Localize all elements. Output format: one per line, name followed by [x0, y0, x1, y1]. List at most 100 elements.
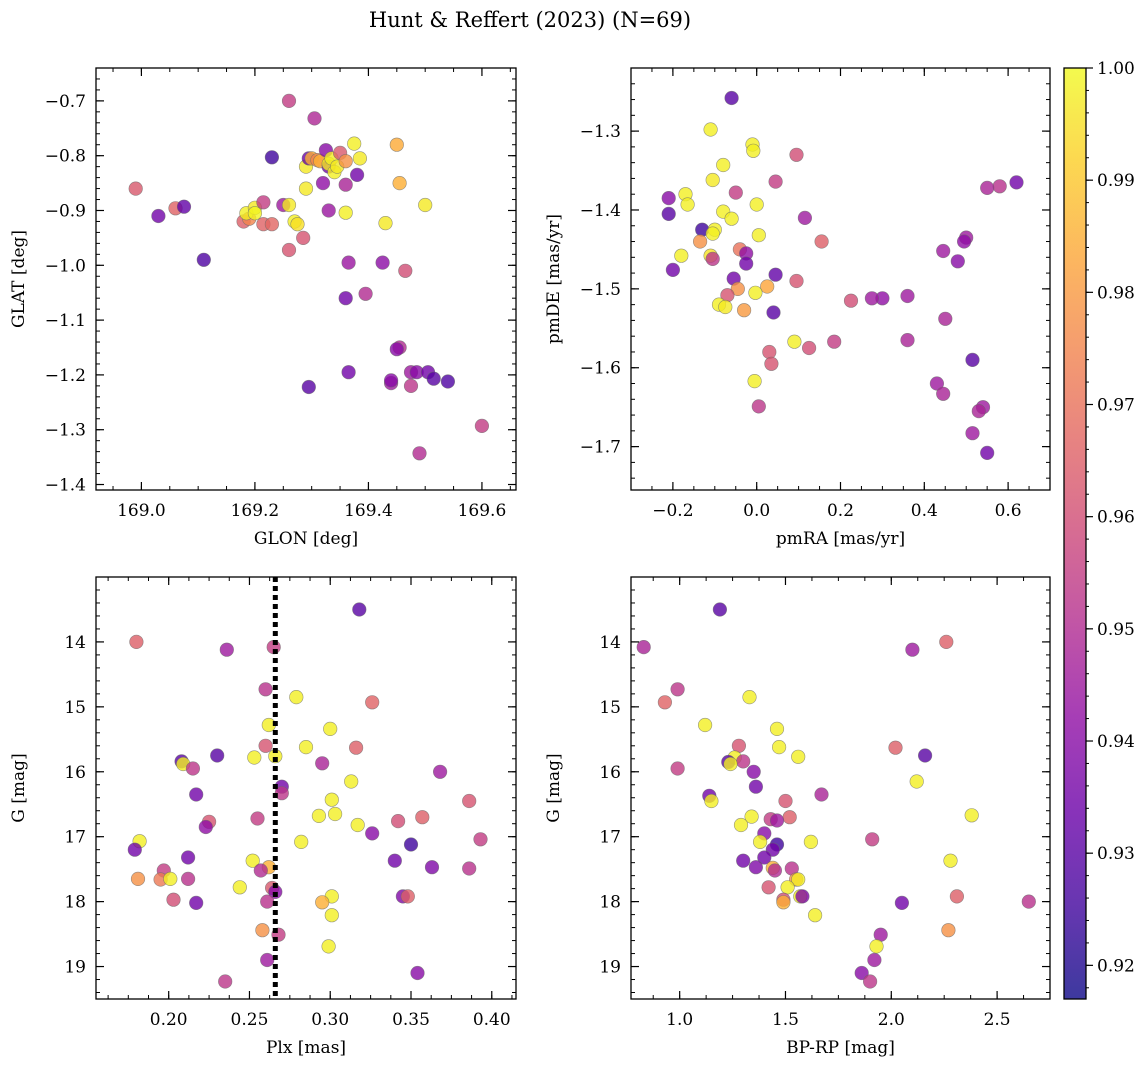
data-point: [245, 853, 260, 868]
data-point: [791, 749, 806, 764]
data-point: [807, 908, 823, 923]
data-point: [723, 756, 738, 772]
data-point: [338, 177, 353, 192]
data-point: [289, 689, 304, 705]
data-point: [787, 334, 802, 349]
y-tick-label: 15: [64, 698, 86, 718]
data-point: [321, 203, 336, 218]
data-point: [378, 216, 393, 231]
data-point: [440, 374, 456, 389]
data-point: [716, 157, 731, 173]
data-point: [328, 806, 343, 822]
data-point: [344, 774, 359, 789]
data-point: [965, 426, 980, 441]
data-point: [389, 342, 404, 357]
data-point: [736, 853, 751, 868]
y-tick-label: 19: [599, 958, 621, 978]
data-point: [181, 850, 196, 865]
data-point: [768, 267, 783, 282]
y-tick-label: −1.6: [580, 359, 621, 379]
scatter-points: [128, 93, 490, 461]
panel-plx-g: 0.20 0.25 0.30 0.35 0.40 14 15 16 17 18 19 Plx [mas…: [9, 576, 517, 1058]
data-point: [219, 642, 234, 657]
y-tick-label: 19: [64, 958, 86, 978]
scatter-points: [661, 90, 1024, 461]
data-point: [352, 151, 368, 166]
y-tick-label: 15: [599, 698, 621, 718]
data-point: [705, 172, 720, 188]
x-tick-label: 0.35: [392, 1010, 430, 1030]
y-tick-label: 16: [64, 763, 86, 783]
data-point: [462, 793, 477, 809]
data-point: [176, 199, 192, 214]
data-point: [189, 895, 204, 911]
data-point: [814, 787, 829, 802]
data-point: [712, 602, 728, 617]
data-point: [166, 892, 181, 907]
data-point: [964, 808, 979, 823]
data-point: [869, 939, 884, 954]
data-point: [253, 863, 268, 878]
data-point: [198, 819, 213, 835]
data-point: [365, 826, 380, 841]
data-point: [307, 111, 322, 126]
data-point: [258, 738, 273, 753]
data-point: [324, 792, 339, 807]
data-point: [776, 895, 791, 910]
x-tick-label: 0.20: [150, 1010, 188, 1030]
data-point: [264, 217, 280, 232]
data-point: [358, 286, 373, 301]
data-point: [350, 817, 365, 833]
data-point: [247, 750, 262, 765]
data-point: [674, 248, 689, 263]
data-point: [189, 787, 204, 802]
data-point: [736, 303, 752, 318]
y-axis-label: G [mag]: [544, 753, 564, 822]
data-point: [657, 695, 673, 710]
colorbar-tick-label: 1.00: [1097, 59, 1135, 79]
data-point: [724, 90, 739, 106]
data-point: [760, 279, 775, 294]
data-point: [992, 179, 1007, 194]
data-point: [473, 832, 488, 847]
x-tick-label: 0.2: [827, 501, 854, 521]
data-point: [315, 176, 331, 191]
y-tick-label: −1.3: [580, 122, 621, 142]
data-point: [403, 378, 419, 394]
colorbar-tick-label: 0.95: [1097, 620, 1135, 640]
colorbar-tick-label: 0.92: [1097, 956, 1135, 976]
data-point: [789, 147, 804, 162]
y-tick-label: 17: [599, 828, 621, 848]
figure-title: Hunt & Reffert (2023) (N=69): [369, 8, 691, 32]
data-point: [867, 952, 882, 968]
data-point: [864, 291, 880, 306]
data-point: [769, 813, 785, 828]
data-point: [865, 832, 880, 847]
data-point: [341, 255, 356, 270]
data-point: [349, 740, 364, 755]
data-point: [384, 373, 399, 388]
x-axis-label: Plx [mas]: [266, 1038, 346, 1058]
data-point: [636, 639, 651, 655]
data-point: [256, 195, 271, 210]
y-tick-label: 18: [64, 893, 86, 913]
x-tick-label: 2.5: [984, 1010, 1011, 1030]
data-point: [862, 974, 878, 989]
data-point: [751, 228, 766, 243]
data-point: [917, 748, 933, 763]
data-point: [900, 288, 915, 304]
y-tick-label: −1.5: [580, 280, 621, 300]
data-point: [338, 291, 353, 306]
y-tick-label: 16: [599, 763, 621, 783]
data-point: [1009, 175, 1024, 190]
data-point: [730, 281, 745, 297]
x-tick-label: 1.0: [666, 1010, 693, 1030]
data-point: [941, 923, 956, 938]
data-point: [736, 754, 751, 769]
data-point: [290, 217, 305, 232]
data-point: [742, 689, 757, 705]
x-tick-label: 169.2: [231, 501, 280, 521]
data-point: [400, 889, 415, 904]
data-point: [128, 181, 143, 196]
data-point: [341, 365, 356, 380]
